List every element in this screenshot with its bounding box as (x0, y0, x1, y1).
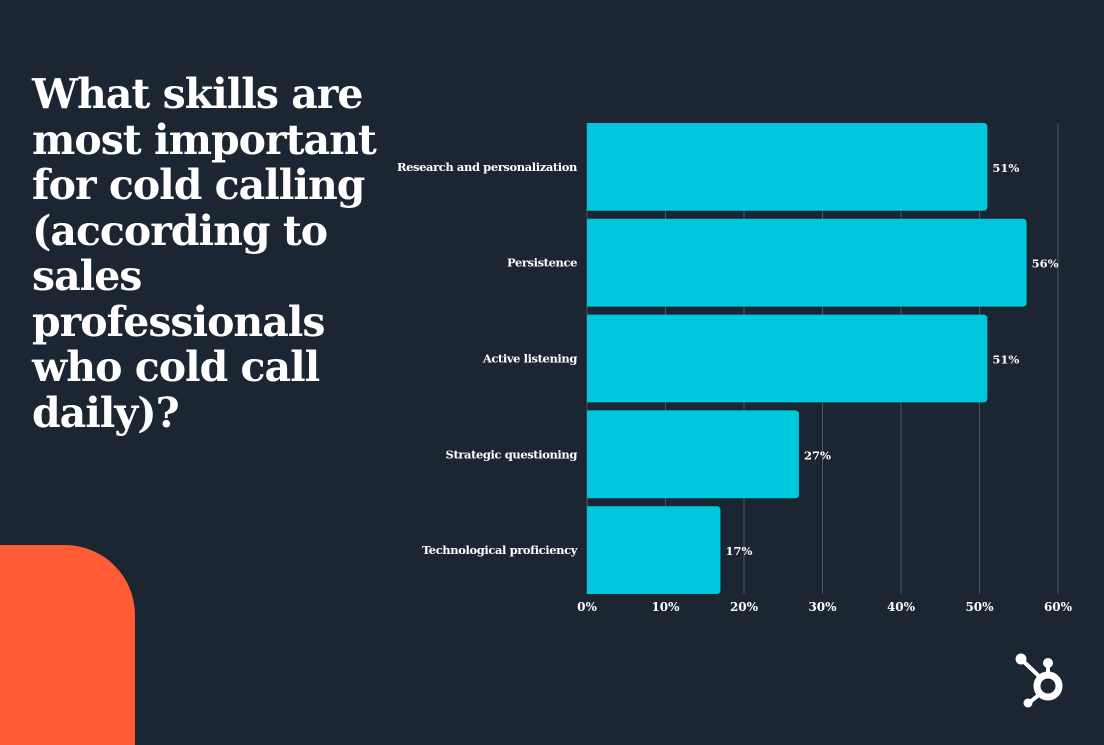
x-tick-label: 30% (808, 600, 837, 614)
decorative-orange-shape (0, 545, 135, 745)
x-tick-label: 40% (887, 600, 916, 614)
chart-title: What skills are most important for cold … (32, 70, 377, 437)
x-tick-label: 10% (651, 600, 680, 614)
category-label: Strategic questioning (446, 447, 578, 461)
data-label: 51% (992, 353, 1019, 367)
bar (587, 218, 1027, 307)
category-label: Active listening (482, 352, 578, 366)
data-label: 27% (804, 448, 831, 462)
data-label: 56% (1032, 257, 1059, 271)
category-label: Persistence (507, 256, 577, 270)
x-tick-label: 0% (577, 600, 597, 614)
bar (587, 410, 799, 499)
category-label: Research and personalization (397, 160, 578, 174)
hubspot-sprocket-icon (1015, 653, 1063, 708)
data-label: 17% (725, 544, 752, 558)
x-tick-label: 20% (730, 600, 759, 614)
category-label: Technological proficiency (422, 543, 578, 557)
x-tick-label: 60% (1044, 600, 1073, 614)
bar (587, 314, 988, 403)
x-tick-label: 50% (965, 600, 994, 614)
bar (587, 123, 988, 211)
bar (587, 506, 721, 594)
data-label: 51% (992, 161, 1019, 175)
